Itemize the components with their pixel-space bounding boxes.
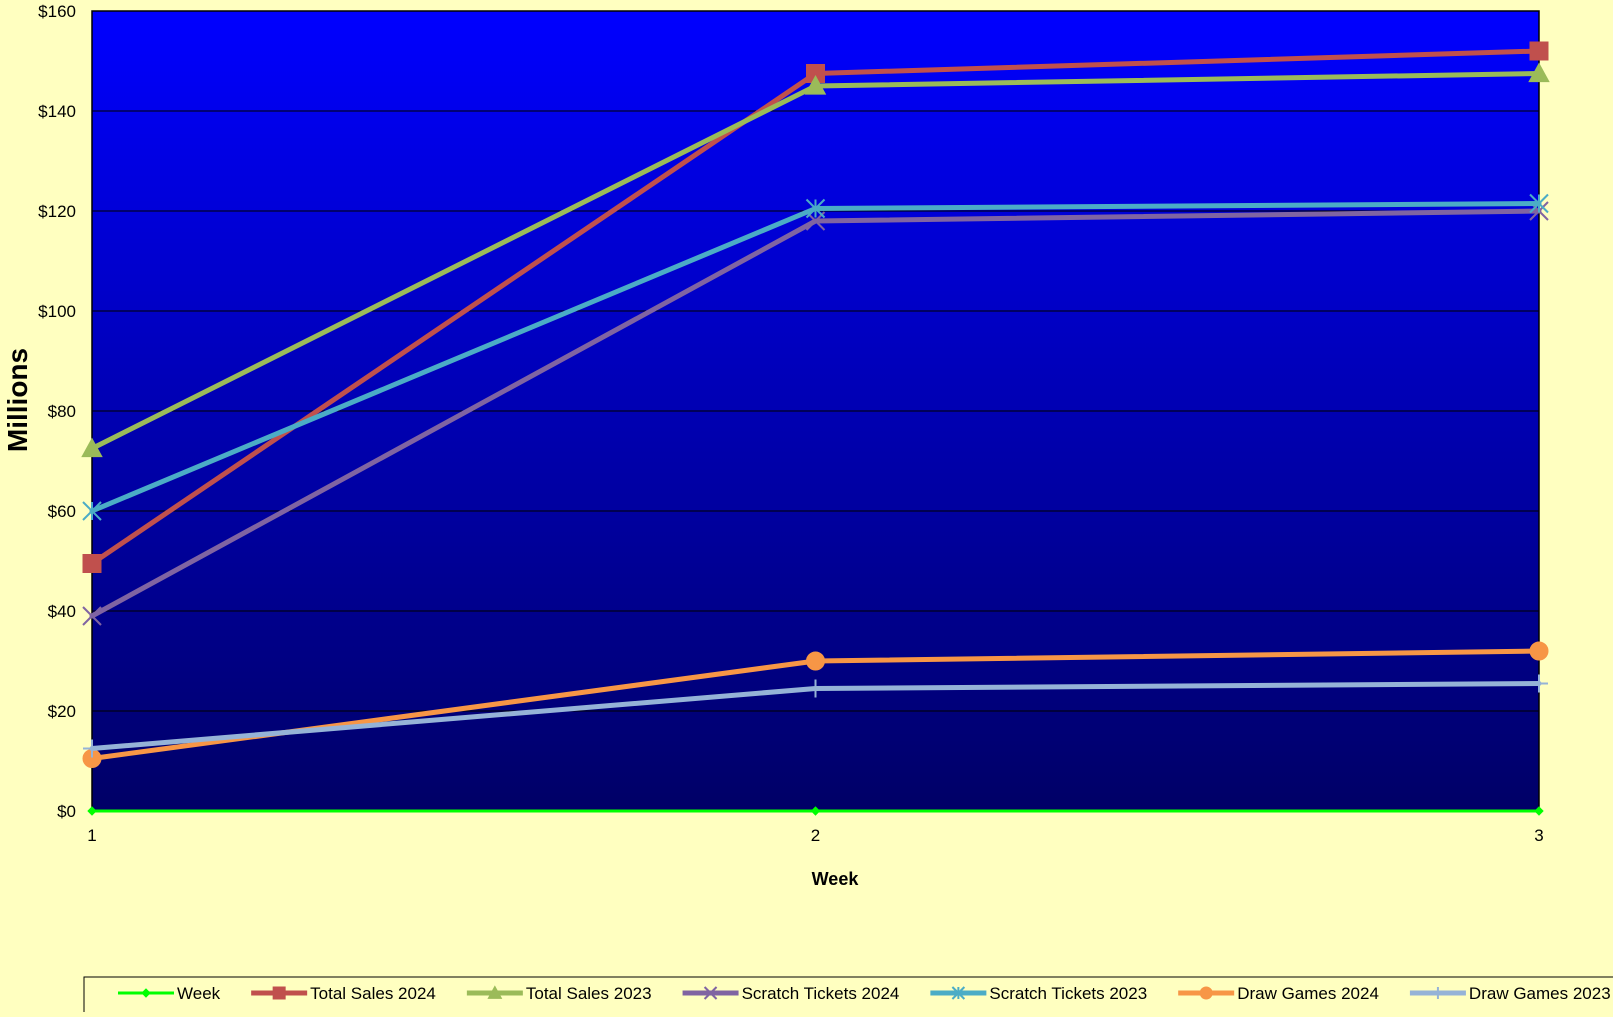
x-tick-label: 1: [87, 826, 96, 845]
data-point-scratch-tickets-2024: [82, 606, 102, 626]
y-tick-label: $160: [38, 2, 76, 21]
legend-item-scratch-tickets-2023: Scratch Tickets 2023: [930, 984, 1147, 1003]
series-week: [87, 806, 1544, 816]
x-tick-label: 2: [811, 826, 820, 845]
series-scratch-tickets-2023: [82, 193, 1549, 521]
legend-item-week: Week: [118, 984, 221, 1003]
data-point-scratch-tickets-2024-stroke: [82, 606, 102, 626]
legend: Week Total Sales 2024 Total Sales 2023 Scra…: [118, 984, 1611, 1003]
legend-label-draw-games-2024: Draw Games 2024: [1237, 984, 1379, 1003]
series-total-sales-2023: [81, 62, 1550, 458]
legend-item-scratch-tickets-2024: Scratch Tickets 2024: [682, 984, 900, 1003]
y-tick-label: $140: [38, 102, 76, 121]
legend-marker-draw-games-2024: [1199, 986, 1213, 1000]
data-point-draw-games-2024: [1529, 641, 1549, 661]
legend-label-scratch-tickets-2024: Scratch Tickets 2024: [742, 984, 900, 1003]
y-axis-title: Millions: [2, 348, 33, 452]
legend-label-total-sales-2024: Total Sales 2024: [310, 984, 436, 1003]
data-point-draw-games-2023: [83, 739, 101, 758]
legend-marker-scratch-tickets-2024-stroke: [703, 986, 718, 1000]
y-tick-label: $20: [48, 702, 76, 721]
series-draw-games-2023: [83, 674, 1548, 758]
legend-marker-scratch-tickets-2023: [951, 986, 966, 1000]
data-point-draw-games-2023: [1530, 674, 1548, 693]
y-tick-label: $60: [48, 502, 76, 521]
legend-marker-total-sales-2023: [487, 985, 503, 999]
legend-item-total-sales-2023: Total Sales 2023: [466, 984, 652, 1003]
series-scratch-tickets-2024: [82, 201, 1549, 626]
data-point-draw-games-2023: [806, 679, 825, 698]
y-tick-label: $100: [38, 302, 76, 321]
legend-label-scratch-tickets-2023: Scratch Tickets 2023: [989, 984, 1147, 1003]
series-total-sales-2024: [82, 41, 1549, 573]
legend-label-week: Week: [177, 984, 221, 1003]
data-point-scratch-tickets-2023: [82, 501, 102, 521]
series-layer: [81, 41, 1550, 816]
y-axis-tick-labels: $0 $20 $40 $60 $80 $100 $120 $140 $160: [38, 2, 76, 821]
y-tick-label: $0: [57, 802, 76, 821]
legend-label-draw-games-2023: Draw Games 2023: [1469, 984, 1611, 1003]
data-point-week: [1534, 806, 1544, 816]
x-tick-label: 3: [1534, 826, 1543, 845]
legend-marker-week: [141, 988, 151, 998]
legend-box: [83, 976, 1613, 1017]
data-point-draw-games-2024: [806, 651, 825, 671]
legend-marker-total-sales-2024: [272, 986, 286, 1000]
data-point-scratch-tickets-2023: [805, 198, 826, 219]
y-tick-label: $120: [38, 202, 76, 221]
legend-marker-scratch-tickets-2024: [703, 986, 718, 1000]
y-tick-label: $80: [48, 402, 76, 421]
legend-item-total-sales-2024: Total Sales 2024: [251, 984, 436, 1003]
data-point-total-sales-2023: [1528, 62, 1550, 83]
legend-item-draw-games-2023: Draw Games 2023: [1409, 984, 1611, 1003]
data-point-total-sales-2024: [82, 554, 102, 573]
data-point-week: [810, 806, 821, 816]
data-point-total-sales-2023: [81, 437, 103, 458]
data-point-total-sales-2023: [804, 75, 827, 95]
data-point-total-sales-2024: [1529, 41, 1549, 61]
y-tick-label: $40: [48, 602, 76, 621]
x-axis-title: Week: [812, 869, 860, 889]
legend-item-draw-games-2024: Draw Games 2024: [1178, 984, 1379, 1003]
data-point-scratch-tickets-2023: [1529, 193, 1549, 214]
legend-label-total-sales-2023: Total Sales 2023: [526, 984, 652, 1003]
x-axis-tick-labels: 1 2 3: [87, 826, 1543, 845]
legend-marker-draw-games-2023: [1431, 987, 1444, 999]
data-point-week: [87, 806, 97, 816]
